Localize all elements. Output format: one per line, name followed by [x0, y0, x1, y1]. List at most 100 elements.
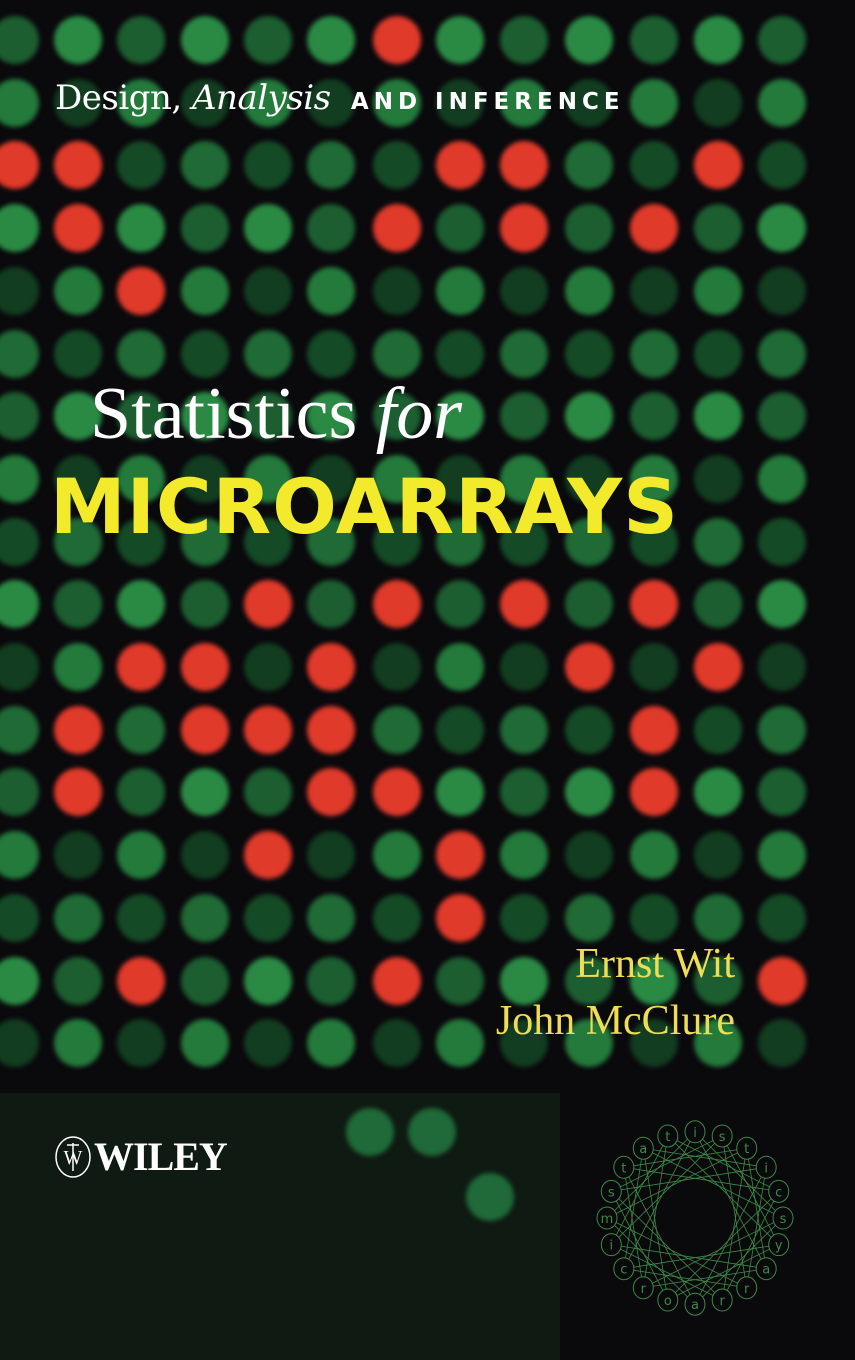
- red-spot: [244, 705, 292, 754]
- green-spot: [436, 78, 484, 127]
- green-spot: [630, 831, 678, 880]
- green-spot: [565, 204, 613, 253]
- green-spot: [565, 956, 613, 1005]
- svg-text:t: t: [621, 1161, 626, 1176]
- red-spot: [694, 141, 742, 190]
- green-spot: [117, 705, 165, 754]
- green-spot: [0, 78, 39, 127]
- green-spot: [307, 266, 355, 315]
- green-spot: [408, 1108, 456, 1156]
- green-spot: [181, 1019, 229, 1068]
- green-spot: [0, 1019, 39, 1068]
- emblem-letter: c: [613, 1257, 635, 1281]
- green-spot: [0, 16, 39, 64]
- green-spot: [181, 141, 229, 190]
- svg-text:a: a: [762, 1263, 770, 1278]
- emblem-chord: [623, 1167, 696, 1305]
- emblem-chord: [643, 1147, 767, 1168]
- green-spot: [244, 266, 292, 315]
- green-spot: [244, 16, 292, 64]
- green-spot: [181, 580, 229, 629]
- green-spot: [630, 141, 678, 190]
- green-spot: [373, 454, 421, 503]
- red-spot: [373, 16, 421, 64]
- green-spot: [307, 956, 355, 1005]
- green-spot: [307, 329, 355, 378]
- emblem-letter: r: [632, 1276, 654, 1300]
- green-spot: [181, 517, 229, 566]
- green-spot: [694, 392, 742, 441]
- green-spot: [630, 1019, 678, 1068]
- green-spot: [346, 1108, 394, 1156]
- green-spot: [117, 893, 165, 942]
- green-spot: [630, 956, 678, 1005]
- red-spot: [307, 768, 355, 817]
- green-spot: [117, 580, 165, 629]
- red-spot: [54, 705, 102, 754]
- green-spot: [436, 580, 484, 629]
- emblem-letter: i: [755, 1155, 777, 1179]
- green-spot: [694, 768, 742, 817]
- svg-text:i: i: [609, 1239, 613, 1254]
- emblem-letter: i: [600, 1233, 622, 1257]
- svg-text:i: i: [693, 1126, 697, 1141]
- red-spot: [373, 768, 421, 817]
- green-spot: [244, 454, 292, 503]
- author-2: John McClure: [495, 998, 735, 1044]
- green-spot: [0, 392, 39, 441]
- emblem-chord: [721, 1191, 780, 1301]
- emblem-chord: [667, 1135, 779, 1192]
- green-spot: [694, 78, 742, 127]
- emblem-chord: [694, 1217, 784, 1305]
- green-spot: [54, 329, 102, 378]
- green-spot: [0, 956, 39, 1005]
- green-spot: [307, 78, 355, 127]
- green-spot: [436, 454, 484, 503]
- green-spot: [436, 266, 484, 315]
- svg-text:i: i: [764, 1161, 768, 1176]
- emblem-letter: y: [768, 1233, 790, 1257]
- emblem-chord: [610, 1135, 669, 1245]
- emblem-chord: [667, 1244, 779, 1301]
- green-spot: [565, 329, 613, 378]
- author-1: Ernst Wit: [575, 941, 735, 987]
- emblem-chord: [611, 1135, 723, 1245]
- red-spot: [181, 643, 229, 691]
- green-spot: [0, 768, 39, 817]
- green-spot: [117, 1019, 165, 1068]
- green-spot: [630, 643, 678, 691]
- red-spot: [244, 831, 292, 880]
- emblem-chord: [610, 1191, 669, 1301]
- green-spot: [307, 141, 355, 190]
- green-spot: [244, 517, 292, 566]
- svg-text:r: r: [641, 1282, 647, 1297]
- emblem-letter: r: [711, 1288, 733, 1312]
- green-spot: [373, 893, 421, 942]
- green-spot: [0, 454, 39, 503]
- emblem-letter: a: [632, 1136, 654, 1160]
- green-spot: [54, 1019, 102, 1068]
- emblem-letter: a: [755, 1257, 777, 1281]
- emblem-chord: [606, 1217, 696, 1305]
- green-spot: [244, 392, 292, 441]
- red-spot: [181, 705, 229, 754]
- red-spot: [54, 141, 102, 190]
- green-spot: [0, 517, 39, 566]
- green-spot: [0, 580, 39, 629]
- green-spot: [436, 392, 484, 441]
- emblem-letter: o: [657, 1288, 679, 1312]
- green-spot: [500, 454, 548, 503]
- green-spot: [0, 643, 39, 691]
- svg-text:c: c: [620, 1263, 627, 1278]
- green-spot: [181, 454, 229, 503]
- green-spot: [565, 1019, 613, 1068]
- svg-text:y: y: [775, 1239, 783, 1254]
- svg-text:t: t: [744, 1142, 749, 1157]
- green-spot: [500, 392, 548, 441]
- emblem-letter: t: [657, 1124, 679, 1148]
- green-spot: [694, 517, 742, 566]
- red-spot: [117, 956, 165, 1005]
- green-spot: [181, 78, 229, 127]
- green-spot: [54, 893, 102, 942]
- subtitle-design: Design,: [55, 78, 182, 118]
